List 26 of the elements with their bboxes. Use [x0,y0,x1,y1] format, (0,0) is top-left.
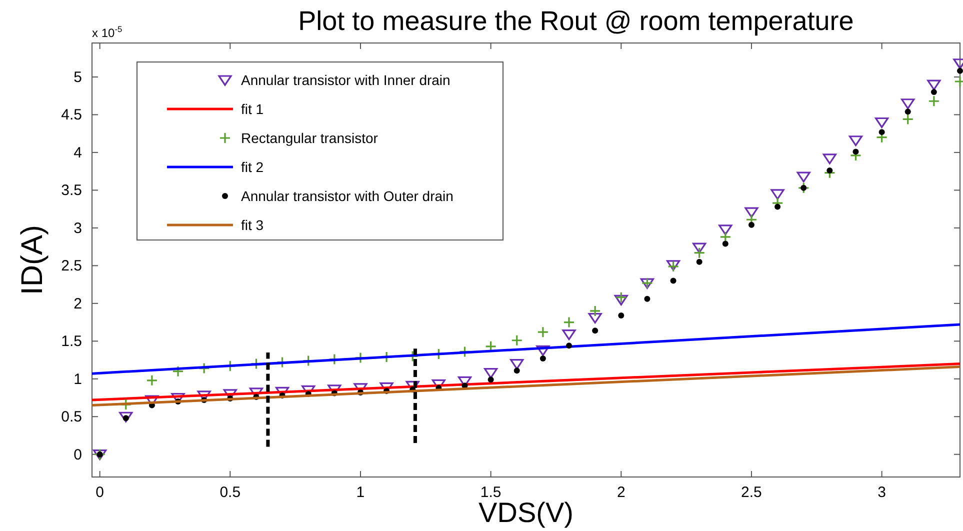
y-axis-title: ID(A) [16,225,49,295]
x-tick-label: 0 [96,484,104,501]
legend-label: Annular transistor with Inner drain [241,72,450,88]
legend-label: fit 2 [241,159,264,175]
legend-label: fit 3 [241,217,264,233]
y-tick-label: 3 [74,220,82,237]
y-tick-label: 4.5 [61,106,82,124]
y-tick-label: 3.5 [61,182,82,200]
y-tick-label: 2 [74,295,82,312]
x-tick-label: 0.5 [220,484,241,501]
legend-label: fit 1 [241,101,264,117]
y-tick-label: 1 [74,370,82,388]
legend-label: Rectangular transistor [241,130,378,146]
x-tick-label: 1 [356,484,365,501]
y-tick-label: 0.5 [61,408,82,426]
y-tick-label: 0 [74,446,82,464]
x-tick-label: 3 [878,484,886,501]
chart-title: Plot to measure the Rout @ room temperature [298,6,854,36]
y-tick-label: 2.5 [61,258,82,275]
legend-label: Annular transistor with Outer drain [241,188,454,204]
x-tick-label: 2.5 [741,484,762,501]
y-tick-label: 1.5 [61,333,82,350]
x-tick-label: 2 [616,484,626,501]
text: x 10$^{-5}$ [92,24,122,40]
y-tick-label: 5 [74,68,82,86]
y-tick-label: 4 [74,144,82,162]
